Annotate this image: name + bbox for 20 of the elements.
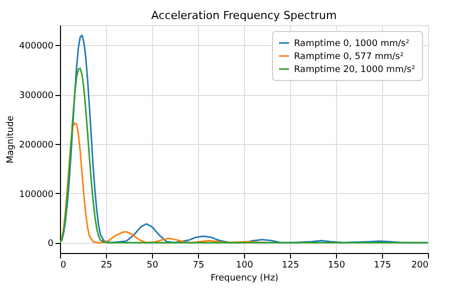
y-tick-label: 100000 bbox=[19, 190, 54, 200]
legend-label: Ramptime 20, 1000 mm/s² bbox=[294, 65, 416, 75]
x-tick-label: 175 bbox=[374, 260, 392, 270]
x-tick-label: 0 bbox=[60, 260, 66, 270]
x-tick-label: 75 bbox=[192, 260, 204, 270]
y-tick-label: 300000 bbox=[19, 91, 54, 102]
x-tick-label: 200 bbox=[411, 260, 429, 270]
chart-title: Acceleration Frequency Spectrum bbox=[151, 9, 337, 22]
legend-label: Ramptime 0, 577 mm/s² bbox=[294, 52, 404, 62]
y-tick-label: 200000 bbox=[19, 140, 54, 150]
x-tick-label: 25 bbox=[100, 260, 112, 270]
y-axis-title: Magnitude bbox=[6, 115, 16, 164]
y-tick-label: 0 bbox=[48, 239, 54, 250]
x-tick-label: 125 bbox=[282, 260, 300, 270]
legend-label: Ramptime 0, 1000 mm/s² bbox=[294, 39, 410, 49]
x-tick-label: 50 bbox=[146, 260, 158, 270]
x-tick-label: 100 bbox=[236, 260, 254, 270]
y-tick-label: 400000 bbox=[19, 42, 54, 52]
x-tick-label: 150 bbox=[328, 260, 346, 270]
x-axis-title: Frequency (Hz) bbox=[210, 274, 278, 284]
